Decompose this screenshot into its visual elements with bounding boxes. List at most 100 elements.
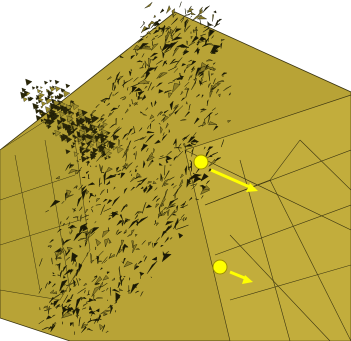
ridge-facet [171, 213, 177, 216]
ridge-facet [131, 240, 134, 249]
ridge-facet [171, 17, 178, 25]
ridge-facet [90, 259, 95, 264]
ridge-facet [99, 323, 104, 331]
ridge-facet [173, 185, 177, 189]
ridge-facet [160, 245, 164, 248]
ridge-facet [123, 228, 127, 234]
ridge-facet [146, 158, 150, 161]
ridge-facet [139, 111, 143, 114]
ridge-facet [153, 242, 159, 247]
ridge-facet [84, 209, 89, 214]
ridge-facet [123, 84, 125, 88]
ridge-facet [115, 244, 122, 257]
ridge-facet [72, 216, 79, 218]
ridge-facet [116, 135, 120, 139]
ridge-facet [121, 239, 125, 246]
ridge-facet [140, 186, 144, 190]
ridge-facet [179, 218, 182, 221]
ridge-facet [45, 282, 48, 289]
ridge-facet [103, 171, 107, 185]
ridge-facet [116, 172, 121, 176]
ridge-facet [51, 257, 53, 265]
ridge-facet [137, 179, 145, 183]
ridge-facet [96, 255, 100, 265]
ridge-facet [64, 191, 68, 201]
ridge-facet [74, 139, 77, 143]
ridge-facet [90, 208, 94, 213]
ridge-facet [65, 136, 73, 144]
ridge-facet [212, 87, 214, 90]
ridge-facet [196, 93, 200, 98]
ridge-facet [48, 325, 53, 330]
ridge-facet [198, 124, 204, 128]
ridge-facet [81, 321, 85, 329]
ridge-facet [52, 274, 56, 277]
ridge-facet [165, 122, 169, 129]
ridge-facet [146, 63, 149, 67]
ridge-facet [166, 5, 171, 14]
ridge-facet [188, 165, 192, 169]
ridge-facet [136, 92, 138, 97]
ridge-facet [145, 36, 148, 39]
ridge-facet [102, 229, 111, 238]
ridge-facet [161, 253, 172, 263]
ridge-facet [160, 125, 163, 134]
ridge-facet [191, 80, 196, 90]
ridge-facet [68, 287, 72, 293]
ridge-facet [65, 126, 73, 133]
ridge-facet [82, 307, 87, 310]
ridge-facet [109, 123, 117, 129]
ridge-facet [119, 276, 123, 286]
ridge-facet [91, 131, 96, 136]
ridge-facet [204, 38, 206, 42]
ridge-facet [100, 114, 105, 118]
ridge-facet [78, 264, 83, 268]
ridge-facet [165, 28, 170, 33]
ridge-facet [191, 11, 197, 15]
ridge-facet [123, 243, 129, 248]
ridge-facet [130, 177, 136, 183]
ridge-facet [106, 76, 112, 80]
ridge-facet [135, 247, 141, 250]
ridge-facet [134, 101, 138, 106]
ridge-facet [190, 35, 193, 40]
ridge-facet [85, 126, 92, 134]
ridge-facet [84, 240, 87, 247]
ridge-facet [105, 330, 109, 333]
ridge-facet [200, 108, 207, 113]
ridge-facet [162, 132, 165, 136]
ridge-facet [76, 278, 79, 286]
ridge-facet [118, 249, 123, 254]
ridge-facet [54, 95, 59, 100]
ridge-facet [206, 99, 209, 106]
ridge-facet [48, 111, 54, 117]
ridge-facet [191, 147, 194, 157]
ridge-facet [216, 88, 220, 94]
ridge-facet [82, 230, 88, 234]
ridge-facet [76, 312, 78, 319]
ridge-facet [38, 99, 42, 104]
ridge-facet [48, 280, 52, 286]
ridge-facet [89, 152, 93, 155]
ridge-facet [65, 256, 71, 261]
ridge-facet [42, 119, 47, 124]
ridge-facet [54, 129, 62, 137]
ridge-facet [194, 117, 200, 125]
ridge-facet [155, 237, 161, 242]
ridge-facet [95, 103, 100, 109]
ridge-facet [156, 177, 159, 180]
ridge-facet [114, 301, 118, 304]
ridge-facet [81, 109, 88, 117]
ridge-facet [191, 149, 193, 153]
ridge-facet [200, 108, 205, 111]
ridge-facet [97, 313, 102, 323]
ridge-facet [208, 121, 218, 126]
ridge-facet [135, 183, 142, 189]
ridge-facet [115, 229, 120, 235]
ridge-facet [131, 229, 135, 235]
ridge-facet [101, 290, 105, 293]
ridge-facet [135, 290, 140, 294]
ridge-facet [151, 43, 159, 51]
ridge-facet [190, 183, 198, 186]
ridge-facet [169, 58, 176, 65]
